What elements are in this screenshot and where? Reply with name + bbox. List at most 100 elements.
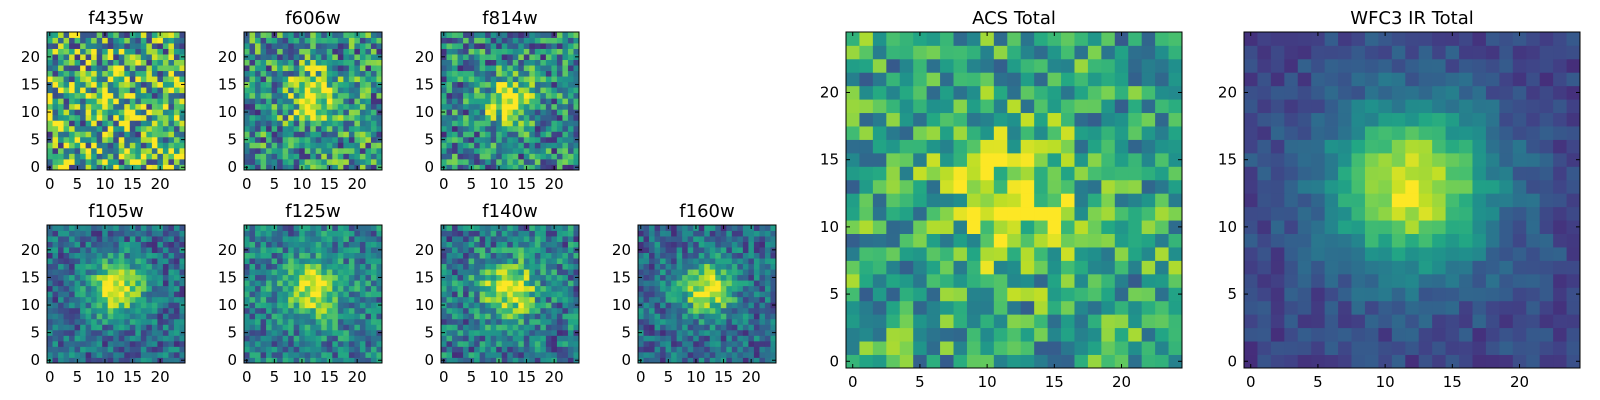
heatmap-cell (523, 87, 530, 94)
heatmap-cell (501, 269, 508, 276)
heatmap-cell (282, 92, 289, 99)
heatmap-cell (479, 236, 486, 242)
heatmap-cell (474, 114, 481, 121)
heatmap-cell (168, 32, 175, 38)
x-tick-label: 0 (439, 175, 449, 193)
heatmap-cell (310, 43, 317, 49)
heatmap-cell (512, 59, 519, 66)
heatmap-cell (140, 32, 147, 38)
heatmap-cell (1101, 314, 1116, 329)
heatmap-cell (457, 307, 464, 314)
heatmap-cell (376, 158, 383, 165)
heatmap-cell (490, 335, 497, 342)
heatmap-cell (168, 142, 175, 149)
heatmap-cell (348, 285, 355, 292)
heatmap-cell (304, 32, 311, 38)
heatmap-cell (501, 340, 508, 347)
heatmap-cell (58, 241, 64, 248)
heatmap-cell (452, 351, 458, 358)
x-tick-label: 5 (664, 368, 674, 386)
heatmap-cell (47, 76, 53, 83)
heatmap-cell (759, 225, 766, 231)
heatmap-cell (1101, 247, 1116, 261)
heatmap-cell (354, 340, 361, 347)
heatmap-cell (255, 302, 261, 309)
heatmap-cell (310, 109, 317, 116)
heatmap-cell (146, 274, 153, 281)
heatmap-cell (85, 32, 92, 38)
heatmap-cell (304, 147, 311, 154)
heatmap-cell (479, 252, 486, 259)
heatmap-cell (720, 335, 727, 342)
heatmap-cell (764, 280, 771, 287)
heatmap-cell (260, 65, 267, 72)
heatmap-cell (441, 340, 447, 347)
heatmap-cell (179, 98, 186, 105)
heatmap-cell (479, 158, 486, 165)
heatmap-cell (654, 346, 661, 353)
heatmap-cell (168, 87, 175, 94)
heatmap-cell (162, 313, 169, 320)
heatmap-cell (562, 346, 569, 353)
heatmap-cell (74, 274, 81, 281)
heatmap-cell (468, 92, 475, 99)
heatmap-cell (74, 236, 81, 242)
heatmap-cell (118, 114, 125, 121)
heatmap-cell (288, 335, 295, 342)
heatmap-cell (545, 285, 552, 292)
heatmap-cell (129, 142, 136, 149)
heatmap-cell (507, 125, 514, 132)
heatmap-cell (468, 296, 475, 303)
heatmap-cell (146, 307, 153, 314)
heatmap-cell (168, 153, 175, 160)
heatmap-cell (370, 351, 377, 358)
heatmap-cell (457, 125, 464, 132)
heatmap-cell (135, 76, 142, 83)
heatmap-cell (643, 247, 650, 253)
heatmap-cell (299, 37, 306, 44)
heatmap-cell (518, 109, 525, 116)
heatmap-cell (91, 318, 98, 325)
heatmap-cell (660, 263, 666, 270)
heatmap-cell (337, 65, 344, 72)
heatmap-cell (244, 285, 250, 292)
heatmap-cell (359, 125, 366, 132)
heatmap-cell (715, 346, 722, 353)
heatmap-cell (80, 269, 87, 276)
heatmap-cell (332, 340, 339, 347)
heatmap-cell (457, 274, 464, 281)
heatmap-cell (370, 296, 377, 303)
heatmap-cell (310, 263, 317, 270)
heatmap-cell (556, 258, 563, 265)
heatmap-cell (562, 92, 569, 99)
heatmap-cell (654, 335, 661, 342)
heatmap-cell (562, 340, 569, 347)
heatmap-cell (1141, 300, 1156, 315)
heatmap-cell (260, 357, 267, 364)
heatmap-cell (726, 318, 733, 325)
heatmap-cell (468, 329, 475, 336)
heatmap-cell (288, 131, 295, 138)
heatmap-cell (370, 335, 377, 342)
heatmap-cell (704, 274, 711, 281)
heatmap-cell (457, 114, 464, 121)
heatmap-cell (446, 131, 453, 138)
heatmap-cell (643, 241, 650, 248)
heatmap-cell (271, 247, 278, 253)
heatmap-cell (107, 136, 114, 143)
heatmap-cell (69, 335, 75, 342)
heatmap-cell (282, 109, 289, 116)
heatmap-cell (321, 114, 328, 121)
heatmap-cell (343, 346, 350, 353)
heatmap-cell (315, 136, 322, 143)
heatmap-cell (91, 335, 98, 342)
heatmap-cell (573, 313, 580, 320)
heatmap-cell (52, 131, 59, 138)
heatmap-cell (293, 346, 300, 353)
heatmap-cell (326, 318, 333, 325)
heatmap-cell (348, 131, 355, 138)
heatmap-cell (485, 351, 492, 358)
x-tick-label: 0 (45, 175, 55, 193)
heatmap-cell (370, 114, 377, 121)
heatmap-cell (102, 236, 109, 242)
